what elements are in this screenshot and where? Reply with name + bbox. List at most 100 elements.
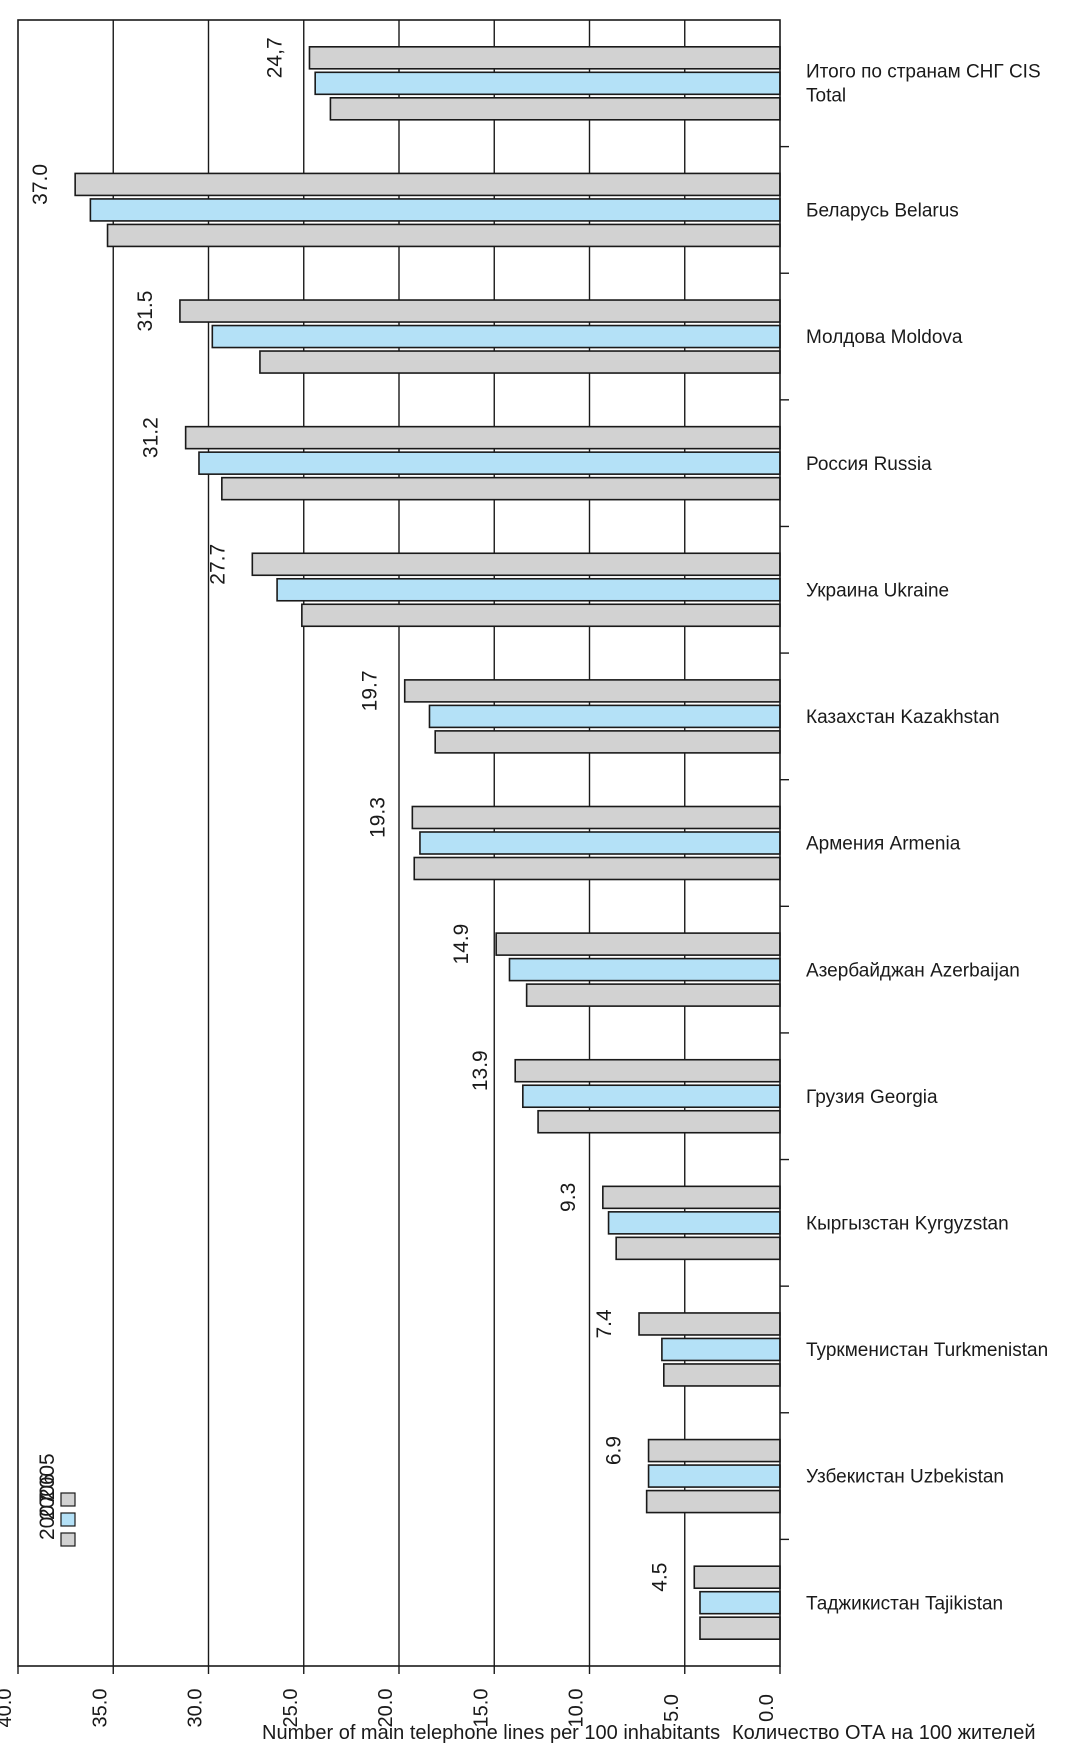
- category-label: Кыргызстан Kyrgyzstan: [806, 1213, 1009, 1234]
- category-label-line: Армения Armenia: [806, 834, 961, 855]
- bar-2007: [495, 932, 781, 956]
- bar-2005: [525, 983, 781, 1007]
- bar-2007: [184, 425, 781, 450]
- value-label: 13.9: [469, 1050, 492, 1091]
- bar-2005: [434, 730, 781, 754]
- value-label: 31.5: [134, 291, 157, 332]
- bar-2007: [308, 46, 781, 70]
- value-label: 24,7: [263, 37, 286, 78]
- category-label: Молдова Moldova: [806, 327, 963, 348]
- bar-2005: [413, 856, 781, 881]
- x-tick-label: 20.0: [375, 1689, 397, 1728]
- bar-2006: [699, 1590, 781, 1615]
- category-label: Туркменистан Turkmenistan: [806, 1340, 1048, 1361]
- category-label: Азербайджан Azerbaijan: [806, 960, 1020, 981]
- category-label: Украина Ukraine: [806, 580, 949, 601]
- bar-2006: [607, 1211, 781, 1235]
- x-tick-label: 10.0: [566, 1689, 588, 1728]
- value-label: 9.3: [557, 1183, 580, 1212]
- bar-2005: [301, 603, 781, 628]
- category-label-line: Беларусь Belarus: [806, 201, 959, 222]
- x-tick-label: 25.0: [280, 1689, 302, 1728]
- y-axis-titles: Количество ОТА на 100 жителей Number of m…: [262, 1722, 1036, 1744]
- legend-label-2007: 2007: [36, 1493, 59, 1540]
- value-label: 19.3: [366, 797, 389, 838]
- category-label: Узбекистан Uzbekistan: [806, 1467, 1004, 1488]
- bar-2006: [276, 577, 781, 602]
- bar-2005: [329, 97, 781, 121]
- bar-2006: [198, 451, 781, 475]
- bar-2007: [638, 1312, 781, 1336]
- bar-2007: [514, 1058, 781, 1083]
- bar-2006: [211, 324, 781, 349]
- bar-2006: [522, 1084, 781, 1109]
- bar-2005: [699, 1616, 781, 1640]
- bar-2006: [314, 71, 781, 96]
- bar-2007: [411, 805, 781, 830]
- category-label-line: Азербайджан Azerbaijan: [806, 960, 1020, 981]
- bar-2005: [221, 476, 781, 501]
- bar-2005: [537, 1109, 781, 1134]
- bar-2007: [179, 299, 781, 323]
- y-axis-title-en: Number of main telephone lines per 100 i…: [262, 1722, 720, 1744]
- legend-label-2005: 2005: [36, 1453, 59, 1500]
- category-label-line: Итого по странам СНГ CIS: [806, 62, 1041, 83]
- category-label-line: Грузия Georgia: [806, 1087, 938, 1108]
- y-axis-title-ru: Количество ОТА на 100 жителей: [732, 1722, 1036, 1744]
- category-label-line: Казахстан Kazakhstan: [806, 707, 1000, 728]
- bar-2006: [508, 957, 781, 982]
- axis-ticks: 0.0 5.0 10.0 15.0 20.0 25.0 30.0 35.0 40.0: [0, 145, 789, 1728]
- bar-2005: [106, 223, 781, 248]
- bar-2007: [602, 1185, 781, 1210]
- bar-2005: [259, 350, 781, 374]
- category-label-line: Украина Ukraine: [806, 580, 949, 601]
- x-tick-label: 40.0: [0, 1689, 16, 1728]
- bars: [74, 46, 781, 1640]
- category-labels: Таджикистан Tajikistan Узбекистан Uzbekis…: [806, 62, 1048, 1615]
- bar-2007: [403, 679, 781, 703]
- x-tick-label: 0.0: [756, 1694, 778, 1722]
- bar-2006: [428, 704, 781, 729]
- bar-2005: [615, 1236, 781, 1261]
- category-label: Таджикистан Tajikistan: [806, 1593, 1003, 1614]
- legend-swatch-2006: [60, 1512, 76, 1527]
- x-tick-label: 5.0: [661, 1694, 683, 1722]
- value-label: 31.2: [140, 417, 163, 458]
- bar-2006: [647, 1464, 781, 1488]
- value-label: 27.7: [206, 544, 229, 585]
- category-label-line: Таджикистан Tajikistan: [806, 1593, 1003, 1614]
- chart-rotated-group: 0.0 5.0 10.0 15.0 20.0 25.0 30.0 35.0 40.0 Таджи…: [0, 19, 1048, 1744]
- bar-2007: [647, 1438, 781, 1463]
- value-label: 4.5: [648, 1563, 671, 1592]
- value-label: 6.9: [603, 1436, 626, 1465]
- value-labels: 4.5 6.9 7.4 9.3 13.9 14.9 19.3 19.7 27.7 31.2 31.5…: [29, 37, 671, 1591]
- value-label: 19.7: [359, 670, 382, 711]
- category-label-line: Total: [806, 85, 846, 106]
- bar-2007: [74, 172, 781, 197]
- bar-2005: [645, 1489, 781, 1514]
- category-label: Россия Russia: [806, 454, 932, 475]
- x-tick-label: 30.0: [185, 1689, 207, 1728]
- category-label-line: Узбекистан Uzbekistan: [806, 1467, 1004, 1488]
- category-label-line: Молдова Moldova: [806, 327, 963, 348]
- value-label: 7.4: [593, 1309, 616, 1339]
- legend-swatch-2005: [60, 1492, 76, 1507]
- category-label: Грузия Georgia: [806, 1087, 938, 1108]
- category-label: Армения Armenia: [806, 834, 961, 855]
- category-label-line: Кыргызстан Kyrgyzstan: [806, 1213, 1009, 1234]
- bar-2006: [89, 198, 781, 222]
- bar-2007: [693, 1565, 781, 1589]
- x-tick-label: 35.0: [89, 1689, 111, 1728]
- legend-label-2006: 2006: [36, 1473, 59, 1520]
- legend-swatch-2007: [60, 1532, 76, 1547]
- value-label: 14.9: [450, 924, 473, 965]
- category-label-line: Туркменистан Turkmenistan: [806, 1340, 1048, 1361]
- category-label: Беларусь Belarus: [806, 201, 959, 222]
- bar-2007: [251, 552, 781, 577]
- category-label-line: Россия Russia: [806, 454, 932, 475]
- x-tick-label: 15.0: [470, 1689, 492, 1728]
- bar-2005: [662, 1363, 781, 1387]
- bar-2006: [419, 831, 781, 855]
